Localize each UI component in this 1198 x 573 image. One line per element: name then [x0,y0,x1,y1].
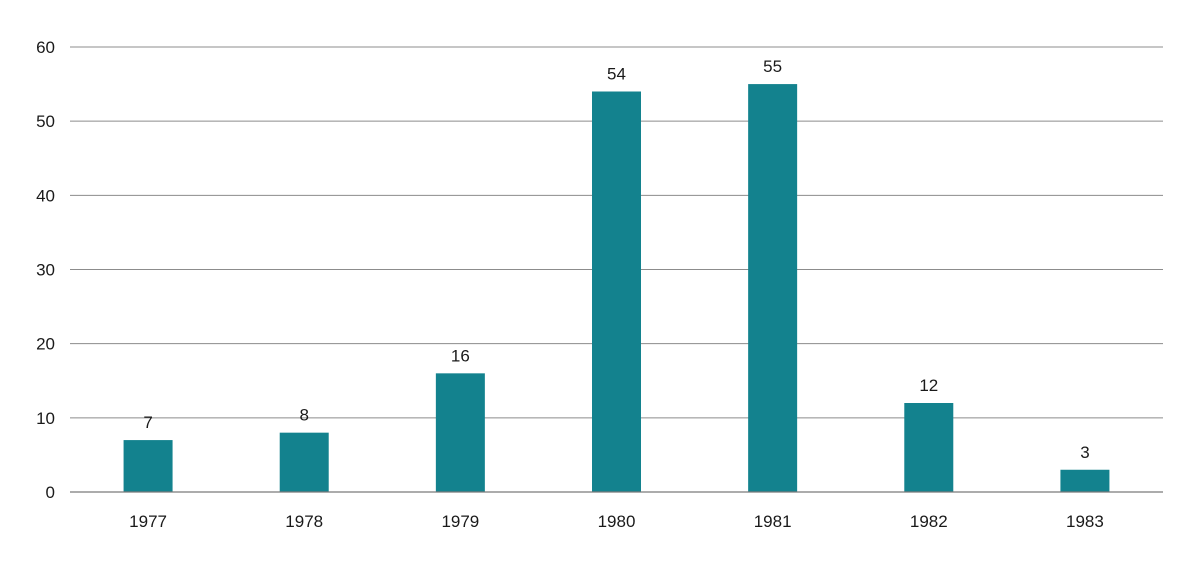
bar-1982 [904,403,954,492]
x-axis-ticks: 1977 1978 1979 1980 1981 1982 1983 [129,512,1104,531]
data-label-1977: 7 [143,413,152,432]
y-tick-label: 0 [46,483,55,502]
x-tick-label-1983: 1983 [1066,512,1104,531]
y-tick-label: 20 [36,335,55,354]
bar-1978 [279,432,329,492]
x-tick-label-1982: 1982 [910,512,948,531]
y-axis-ticks: 0 10 20 30 40 50 60 [36,38,55,502]
x-tick-label-1981: 1981 [754,512,792,531]
bar-1983 [1060,469,1110,492]
y-tick-label: 40 [36,186,55,205]
bars [123,84,1110,492]
x-tick-label-1980: 1980 [598,512,636,531]
bar-1979 [435,373,485,492]
bar-1977 [123,440,173,492]
y-tick-label: 10 [36,409,55,428]
x-tick-label-1977: 1977 [129,512,167,531]
data-label-1983: 3 [1080,443,1089,462]
bar-1981 [748,84,798,492]
data-label-1978: 8 [299,406,308,425]
data-labels: 7 8 16 54 55 12 3 [143,57,1089,462]
y-tick-label: 30 [36,261,55,280]
data-label-1980: 54 [607,65,626,84]
x-tick-label-1978: 1978 [285,512,323,531]
data-label-1981: 55 [763,57,782,76]
bar-1980 [592,91,641,492]
y-tick-label: 50 [36,112,55,131]
data-label-1982: 12 [919,376,938,395]
x-tick-label-1979: 1979 [441,512,479,531]
y-tick-label: 60 [36,38,55,57]
data-label-1979: 16 [451,346,470,365]
